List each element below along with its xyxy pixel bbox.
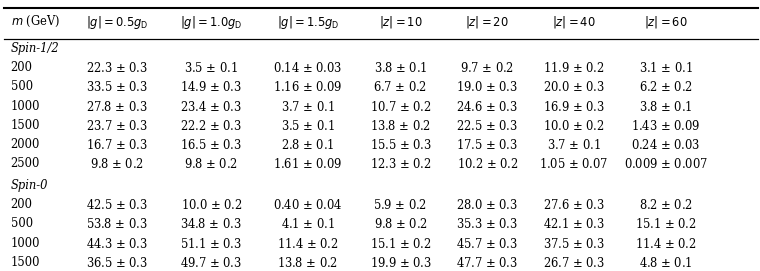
Text: 1.61 $\pm$ 0.09: 1.61 $\pm$ 0.09 (273, 157, 343, 172)
Text: 3.1 $\pm$ 0.1: 3.1 $\pm$ 0.1 (639, 61, 692, 75)
Text: 11.4 $\pm$ 0.2: 11.4 $\pm$ 0.2 (635, 237, 696, 251)
Text: 17.5 $\pm$ 0.3: 17.5 $\pm$ 0.3 (456, 138, 518, 152)
Text: 10.0 $\pm$ 0.2: 10.0 $\pm$ 0.2 (543, 119, 604, 133)
Text: 1.16 $\pm$ 0.09: 1.16 $\pm$ 0.09 (273, 80, 343, 95)
Text: 45.7 $\pm$ 0.3: 45.7 $\pm$ 0.3 (456, 237, 518, 251)
Text: 1000: 1000 (11, 100, 40, 113)
Text: 5.9 $\pm$ 0.2: 5.9 $\pm$ 0.2 (373, 198, 428, 212)
Text: 23.4 $\pm$ 0.3: 23.4 $\pm$ 0.3 (180, 100, 242, 114)
Text: 36.5 $\pm$ 0.3: 36.5 $\pm$ 0.3 (86, 256, 148, 270)
Text: 2500: 2500 (11, 157, 40, 170)
Text: 16.5 $\pm$ 0.3: 16.5 $\pm$ 0.3 (180, 138, 242, 152)
Text: 22.5 $\pm$ 0.3: 22.5 $\pm$ 0.3 (456, 119, 518, 133)
Text: 27.8 $\pm$ 0.3: 27.8 $\pm$ 0.3 (86, 100, 148, 114)
Text: Spin-0: Spin-0 (11, 179, 48, 192)
Text: 11.4 $\pm$ 0.2: 11.4 $\pm$ 0.2 (277, 237, 338, 251)
Text: 44.3 $\pm$ 0.3: 44.3 $\pm$ 0.3 (86, 237, 148, 251)
Text: 37.5 $\pm$ 0.3: 37.5 $\pm$ 0.3 (543, 237, 605, 251)
Text: 1500: 1500 (11, 256, 40, 269)
Text: 12.3 $\pm$ 0.2: 12.3 $\pm$ 0.2 (370, 157, 431, 172)
Text: 42.1 $\pm$ 0.3: 42.1 $\pm$ 0.3 (543, 217, 605, 231)
Text: $|g| = 0.5g_{\mathrm{D}}$: $|g| = 0.5g_{\mathrm{D}}$ (86, 14, 148, 31)
Text: 200: 200 (11, 198, 33, 211)
Text: 9.7 $\pm$ 0.2: 9.7 $\pm$ 0.2 (460, 61, 515, 75)
Text: 10.2 $\pm$ 0.2: 10.2 $\pm$ 0.2 (457, 157, 518, 172)
Text: 26.7 $\pm$ 0.3: 26.7 $\pm$ 0.3 (543, 256, 605, 270)
Text: 1500: 1500 (11, 119, 40, 132)
Text: 3.8 $\pm$ 0.1: 3.8 $\pm$ 0.1 (639, 100, 692, 114)
Text: $|z| = 60$: $|z| = 60$ (644, 14, 688, 30)
Text: 1000: 1000 (11, 237, 40, 250)
Text: 34.8 $\pm$ 0.3: 34.8 $\pm$ 0.3 (180, 217, 242, 231)
Text: 3.7 $\pm$ 0.1: 3.7 $\pm$ 0.1 (281, 100, 334, 114)
Text: 53.8 $\pm$ 0.3: 53.8 $\pm$ 0.3 (86, 217, 148, 231)
Text: 1.43 $\pm$ 0.09: 1.43 $\pm$ 0.09 (631, 119, 701, 133)
Text: 10.0 $\pm$ 0.2: 10.0 $\pm$ 0.2 (181, 198, 242, 212)
Text: 6.2 $\pm$ 0.2: 6.2 $\pm$ 0.2 (639, 80, 692, 95)
Text: 28.0 $\pm$ 0.3: 28.0 $\pm$ 0.3 (456, 198, 518, 212)
Text: 33.5 $\pm$ 0.3: 33.5 $\pm$ 0.3 (86, 80, 148, 95)
Text: 8.2 $\pm$ 0.2: 8.2 $\pm$ 0.2 (639, 198, 692, 212)
Text: 3.8 $\pm$ 0.1: 3.8 $\pm$ 0.1 (374, 61, 427, 75)
Text: 24.6 $\pm$ 0.3: 24.6 $\pm$ 0.3 (456, 100, 518, 114)
Text: $|z| = 20$: $|z| = 20$ (465, 14, 509, 30)
Text: 15.5 $\pm$ 0.3: 15.5 $\pm$ 0.3 (369, 138, 432, 152)
Text: 47.7 $\pm$ 0.3: 47.7 $\pm$ 0.3 (456, 256, 518, 270)
Text: 3.5 $\pm$ 0.1: 3.5 $\pm$ 0.1 (281, 119, 334, 133)
Text: 0.24 $\pm$ 0.03: 0.24 $\pm$ 0.03 (632, 138, 700, 152)
Text: 19.9 $\pm$ 0.3: 19.9 $\pm$ 0.3 (369, 256, 432, 270)
Text: 2000: 2000 (11, 138, 40, 151)
Text: 11.9 $\pm$ 0.2: 11.9 $\pm$ 0.2 (543, 61, 604, 75)
Text: $|z| = 10$: $|z| = 10$ (378, 14, 423, 30)
Text: 3.7 $\pm$ 0.1: 3.7 $\pm$ 0.1 (547, 138, 600, 152)
Text: 13.8 $\pm$ 0.2: 13.8 $\pm$ 0.2 (277, 256, 338, 270)
Text: $|g| = 1.0g_{\mathrm{D}}$: $|g| = 1.0g_{\mathrm{D}}$ (180, 14, 242, 31)
Text: 500: 500 (11, 217, 33, 230)
Text: 10.7 $\pm$ 0.2: 10.7 $\pm$ 0.2 (370, 100, 431, 114)
Text: $|g| = 1.5g_{\mathrm{D}}$: $|g| = 1.5g_{\mathrm{D}}$ (277, 14, 339, 31)
Text: 9.8 $\pm$ 0.2: 9.8 $\pm$ 0.2 (374, 217, 427, 231)
Text: 0.009 $\pm$ 0.007: 0.009 $\pm$ 0.007 (624, 157, 708, 172)
Text: 23.7 $\pm$ 0.3: 23.7 $\pm$ 0.3 (86, 119, 148, 133)
Text: 42.5 $\pm$ 0.3: 42.5 $\pm$ 0.3 (86, 198, 148, 212)
Text: 20.0 $\pm$ 0.3: 20.0 $\pm$ 0.3 (543, 80, 605, 95)
Text: 22.2 $\pm$ 0.3: 22.2 $\pm$ 0.3 (180, 119, 242, 133)
Text: 6.7 $\pm$ 0.2: 6.7 $\pm$ 0.2 (373, 80, 428, 95)
Text: $|z| = 40$: $|z| = 40$ (552, 14, 596, 30)
Text: 27.6 $\pm$ 0.3: 27.6 $\pm$ 0.3 (543, 198, 605, 212)
Text: 4.8 $\pm$ 0.1: 4.8 $\pm$ 0.1 (639, 256, 692, 270)
Text: 19.0 $\pm$ 0.3: 19.0 $\pm$ 0.3 (456, 80, 518, 95)
Text: 0.14 $\pm$ 0.03: 0.14 $\pm$ 0.03 (273, 61, 343, 75)
Text: 35.3 $\pm$ 0.3: 35.3 $\pm$ 0.3 (456, 217, 518, 231)
Text: 16.7 $\pm$ 0.3: 16.7 $\pm$ 0.3 (86, 138, 148, 152)
Text: Spin-1/2: Spin-1/2 (11, 42, 59, 55)
Text: 51.1 $\pm$ 0.3: 51.1 $\pm$ 0.3 (180, 237, 242, 251)
Text: 1.05 $\pm$ 0.07: 1.05 $\pm$ 0.07 (539, 157, 609, 172)
Text: 9.8 $\pm$ 0.2: 9.8 $\pm$ 0.2 (90, 157, 144, 172)
Text: 15.1 $\pm$ 0.2: 15.1 $\pm$ 0.2 (370, 237, 431, 251)
Text: $m$ (GeV): $m$ (GeV) (11, 14, 60, 29)
Text: 3.5 $\pm$ 0.1: 3.5 $\pm$ 0.1 (185, 61, 238, 75)
Text: 49.7 $\pm$ 0.3: 49.7 $\pm$ 0.3 (180, 256, 242, 270)
Text: 0.40 $\pm$ 0.04: 0.40 $\pm$ 0.04 (273, 198, 343, 212)
Text: 15.1 $\pm$ 0.2: 15.1 $\pm$ 0.2 (635, 217, 696, 231)
Text: 16.9 $\pm$ 0.3: 16.9 $\pm$ 0.3 (543, 100, 605, 114)
Text: 9.8 $\pm$ 0.2: 9.8 $\pm$ 0.2 (185, 157, 238, 172)
Text: 4.1 $\pm$ 0.1: 4.1 $\pm$ 0.1 (281, 217, 334, 231)
Text: 22.3 $\pm$ 0.3: 22.3 $\pm$ 0.3 (86, 61, 148, 75)
Text: 14.9 $\pm$ 0.3: 14.9 $\pm$ 0.3 (180, 80, 242, 95)
Text: 200: 200 (11, 61, 33, 74)
Text: 500: 500 (11, 80, 33, 93)
Text: 13.8 $\pm$ 0.2: 13.8 $\pm$ 0.2 (370, 119, 431, 133)
Text: 2.8 $\pm$ 0.1: 2.8 $\pm$ 0.1 (281, 138, 334, 152)
